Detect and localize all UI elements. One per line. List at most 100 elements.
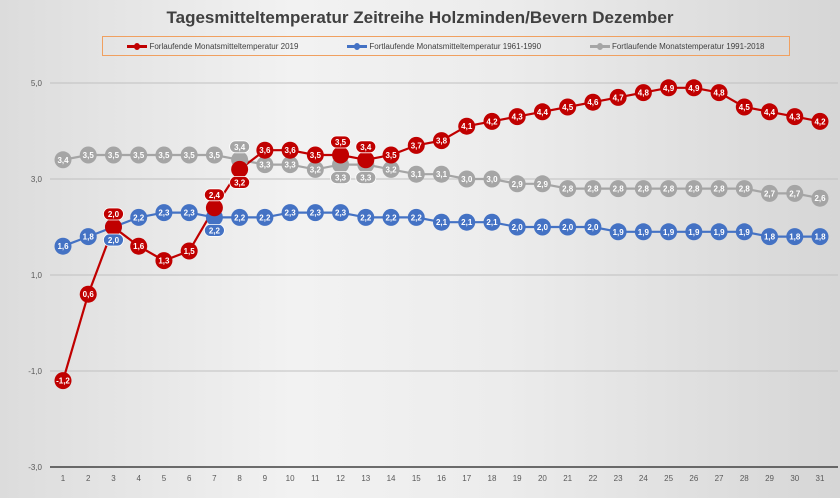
data-point bbox=[584, 180, 602, 198]
data-label: 3,3 bbox=[360, 174, 372, 183]
data-label: 3,3 bbox=[285, 161, 297, 170]
data-label: 3,6 bbox=[259, 146, 271, 155]
x-tick-label: 27 bbox=[715, 474, 724, 483]
data-label: 4,2 bbox=[814, 117, 826, 126]
data-point bbox=[533, 218, 551, 236]
data-point bbox=[685, 223, 703, 241]
data-point bbox=[609, 88, 627, 106]
legend-label-1961-1990: Fortlaufende Monatsmitteltemperatur 1961… bbox=[369, 41, 542, 51]
data-label: 3,1 bbox=[436, 170, 448, 179]
data-point bbox=[559, 218, 577, 236]
data-label: 4,9 bbox=[688, 84, 700, 93]
data-point bbox=[634, 84, 652, 102]
data-point bbox=[231, 208, 249, 226]
data-label: 2,0 bbox=[108, 210, 120, 219]
legend: Forlaufende Monatsmitteltemperatur 2019 … bbox=[102, 36, 790, 56]
legend-item-1991-2018: Fortlaufende Monatstemperatur 1991-2018 bbox=[589, 41, 765, 51]
data-label: 2,6 bbox=[814, 194, 826, 203]
data-label: 3,4 bbox=[234, 143, 246, 152]
data-label-background bbox=[355, 171, 377, 185]
data-point bbox=[433, 132, 450, 150]
x-tick-label: 13 bbox=[361, 474, 370, 483]
data-label: 2,7 bbox=[789, 189, 801, 198]
x-tick-label: 12 bbox=[336, 474, 345, 483]
x-tick-label: 3 bbox=[111, 474, 116, 483]
x-tick-label: 20 bbox=[538, 474, 547, 483]
data-label: 3,5 bbox=[158, 151, 170, 160]
data-point bbox=[609, 223, 627, 241]
x-tick-label: 17 bbox=[462, 474, 471, 483]
data-point bbox=[786, 108, 804, 126]
data-label: 2,0 bbox=[562, 223, 574, 232]
data-point bbox=[306, 204, 324, 222]
data-label: 1,8 bbox=[789, 233, 801, 242]
data-point bbox=[256, 141, 274, 159]
data-label: 4,8 bbox=[638, 89, 650, 98]
data-point bbox=[584, 93, 602, 111]
y-tick-label: 3,0 bbox=[31, 175, 43, 184]
legend-label-1991-2018: Fortlaufende Monatstemperatur 1991-2018 bbox=[611, 41, 765, 51]
x-tick-label: 21 bbox=[563, 474, 572, 483]
data-point bbox=[79, 228, 97, 246]
data-point bbox=[205, 199, 223, 217]
data-point bbox=[735, 223, 753, 241]
x-tick-label: 1 bbox=[61, 474, 66, 483]
x-tick-label: 16 bbox=[437, 474, 446, 483]
data-point bbox=[660, 223, 678, 241]
data-label: 2,0 bbox=[587, 223, 599, 232]
data-label: 2,1 bbox=[486, 218, 498, 227]
data-label: 3,5 bbox=[184, 151, 196, 160]
data-label: 2,2 bbox=[259, 213, 271, 222]
data-point bbox=[79, 146, 97, 164]
data-point bbox=[382, 146, 400, 164]
data-label-background bbox=[229, 175, 251, 189]
data-label: 4,5 bbox=[562, 103, 574, 112]
data-label: 3,5 bbox=[385, 151, 397, 160]
data-label: 2,3 bbox=[285, 209, 297, 218]
data-label: 2,3 bbox=[310, 209, 322, 218]
data-point bbox=[735, 98, 753, 116]
y-tick-label: -3,0 bbox=[28, 463, 42, 472]
data-label: 1,9 bbox=[714, 228, 726, 237]
x-tick-label: 15 bbox=[412, 474, 421, 483]
data-point bbox=[811, 112, 829, 130]
x-tick-label: 7 bbox=[212, 474, 217, 483]
data-label: 4,5 bbox=[739, 103, 751, 112]
data-point bbox=[483, 170, 501, 188]
data-point bbox=[660, 180, 678, 198]
data-label: 2,1 bbox=[436, 218, 448, 227]
x-tick-label: 4 bbox=[136, 474, 141, 483]
data-point bbox=[710, 180, 728, 198]
data-label: 1,6 bbox=[133, 242, 145, 251]
data-label: 2,0 bbox=[108, 236, 120, 245]
data-point bbox=[634, 223, 652, 241]
data-point bbox=[332, 146, 350, 164]
data-point bbox=[104, 146, 122, 164]
x-tick-label: 30 bbox=[790, 474, 799, 483]
y-tick-label: 5,0 bbox=[31, 79, 43, 88]
data-label: 2,3 bbox=[335, 209, 347, 218]
x-tick-label: 24 bbox=[639, 474, 648, 483]
data-point bbox=[685, 79, 703, 97]
data-label-background bbox=[103, 207, 124, 221]
data-point bbox=[155, 204, 173, 222]
data-label: 2,8 bbox=[638, 185, 650, 194]
data-point bbox=[685, 180, 703, 198]
data-label: 2,8 bbox=[562, 185, 574, 194]
x-tick-label: 11 bbox=[311, 474, 320, 483]
data-label: 1,9 bbox=[688, 228, 700, 237]
data-label: 1,8 bbox=[814, 233, 826, 242]
data-point bbox=[332, 204, 350, 222]
data-point bbox=[54, 372, 72, 390]
x-tick-label: 29 bbox=[765, 474, 774, 483]
x-tick-label: 9 bbox=[263, 474, 268, 483]
legend-item-2019: Forlaufende Monatsmitteltemperatur 2019 bbox=[127, 42, 298, 51]
data-label: 3,2 bbox=[385, 165, 397, 174]
data-label: 4,4 bbox=[537, 108, 549, 117]
data-label: 0,6 bbox=[83, 290, 95, 299]
data-label-background bbox=[203, 188, 225, 202]
data-label: 2,2 bbox=[133, 213, 145, 222]
data-label: 3,5 bbox=[83, 151, 95, 160]
data-label-background bbox=[229, 140, 251, 154]
data-label: 4,2 bbox=[486, 117, 498, 126]
